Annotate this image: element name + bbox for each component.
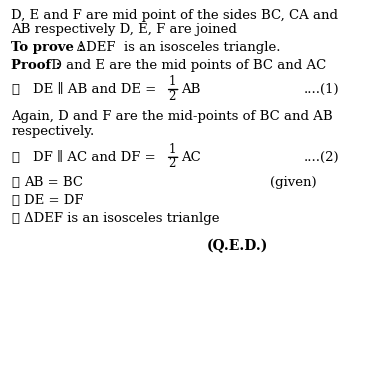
- Text: AB: AB: [181, 83, 201, 96]
- Text: AB = BC: AB = BC: [24, 176, 83, 189]
- Text: 1: 1: [168, 75, 176, 88]
- Text: Proof :: Proof :: [11, 59, 61, 72]
- Text: D and E are the mid points of BC and AC: D and E are the mid points of BC and AC: [47, 59, 327, 72]
- Text: DF ∥ AC and DF =: DF ∥ AC and DF =: [33, 151, 156, 164]
- Text: To prove :: To prove :: [11, 41, 84, 54]
- Text: ∴: ∴: [11, 83, 19, 96]
- Text: ∴: ∴: [11, 176, 19, 189]
- Text: AB respectively D, E, F are joined: AB respectively D, E, F are joined: [11, 23, 237, 36]
- Text: (given): (given): [270, 176, 317, 189]
- Text: D, E and F are mid point of the sides BC, CA and: D, E and F are mid point of the sides BC…: [11, 9, 338, 22]
- Text: Again, D and F are the mid-points of BC and AB: Again, D and F are the mid-points of BC …: [11, 110, 333, 123]
- Text: 2: 2: [168, 157, 176, 170]
- Text: ∴: ∴: [11, 194, 19, 207]
- Text: DE ∥ AB and DE =: DE ∥ AB and DE =: [33, 83, 157, 96]
- Text: ∴: ∴: [11, 151, 19, 164]
- Text: ∴: ∴: [11, 212, 19, 225]
- Text: ΔDEF is an isosceles trianlge: ΔDEF is an isosceles trianlge: [24, 212, 219, 225]
- Text: ΔDEF  is an isosceles triangle.: ΔDEF is an isosceles triangle.: [68, 41, 281, 54]
- Text: ....(2): ....(2): [303, 151, 339, 164]
- Text: respectively.: respectively.: [11, 125, 94, 138]
- Text: ....(1): ....(1): [303, 83, 339, 96]
- Text: AC: AC: [181, 151, 201, 164]
- Text: 1: 1: [168, 143, 176, 156]
- Text: 2: 2: [168, 90, 176, 102]
- Text: (Q.E.D.): (Q.E.D.): [207, 239, 269, 253]
- Text: DE = DF: DE = DF: [24, 194, 84, 207]
